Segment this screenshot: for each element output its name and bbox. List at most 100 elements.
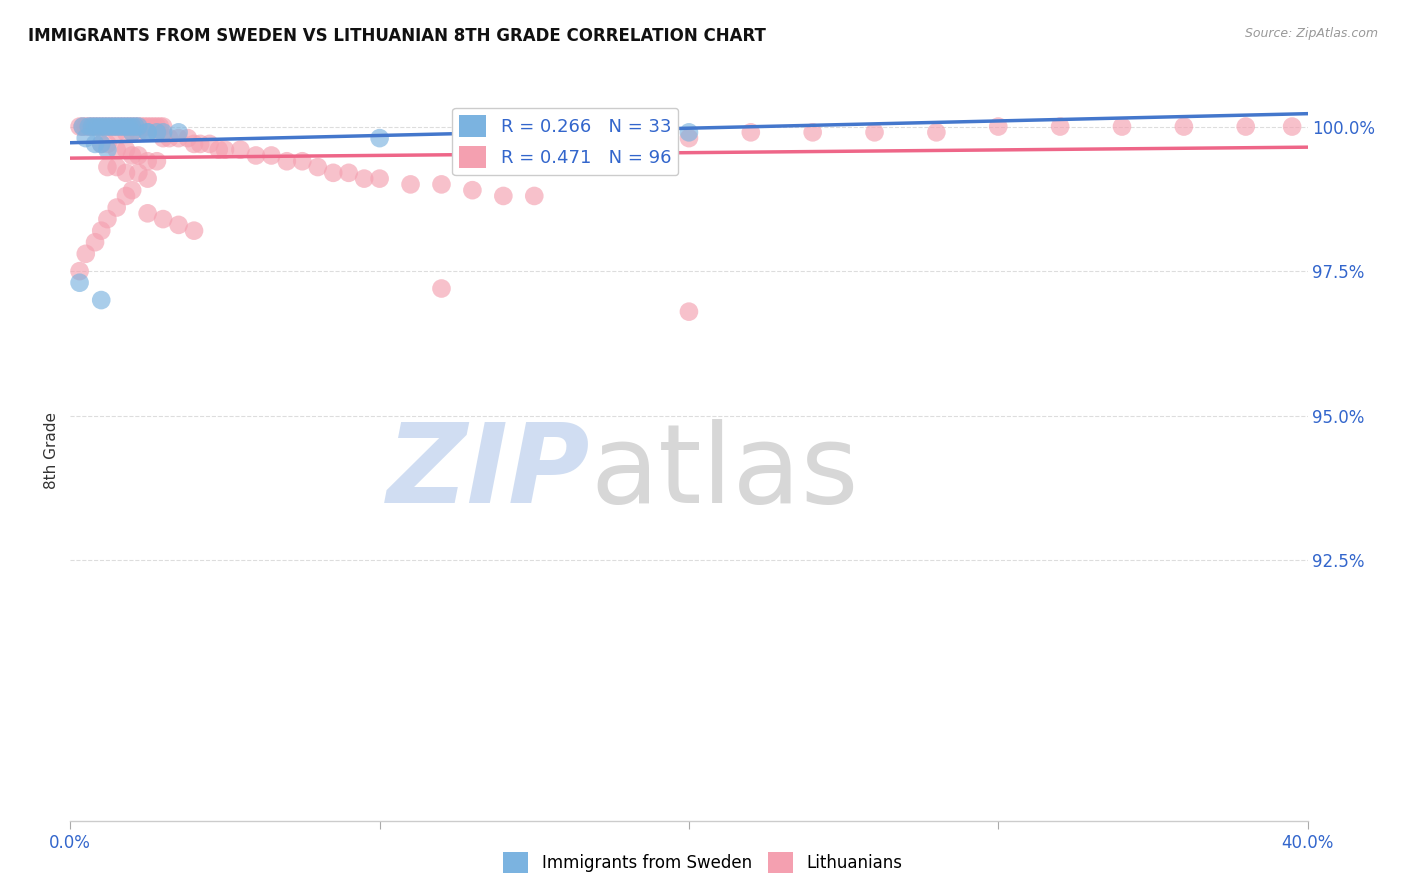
Point xyxy=(167,125,190,139)
Point xyxy=(72,120,94,134)
Point xyxy=(127,120,149,134)
Point xyxy=(167,131,190,145)
Point xyxy=(96,136,118,151)
Point xyxy=(322,166,344,180)
Point xyxy=(72,120,94,134)
Point xyxy=(90,224,112,238)
Point xyxy=(1111,120,1133,134)
Point xyxy=(177,131,200,145)
Point xyxy=(121,125,143,139)
Point xyxy=(90,136,112,151)
Point xyxy=(121,148,143,162)
Point xyxy=(214,143,236,157)
Text: Source: ZipAtlas.com: Source: ZipAtlas.com xyxy=(1244,27,1378,40)
Point xyxy=(84,120,107,134)
Point xyxy=(152,120,174,134)
Point xyxy=(554,136,576,151)
Point xyxy=(90,120,112,134)
Point xyxy=(124,120,146,134)
Point xyxy=(124,120,146,134)
Point xyxy=(118,120,141,134)
Point xyxy=(118,120,141,134)
Point xyxy=(307,160,329,174)
Point xyxy=(103,120,125,134)
Point xyxy=(90,293,112,307)
Point xyxy=(136,206,159,220)
Point xyxy=(523,189,546,203)
Point xyxy=(127,125,149,139)
Point xyxy=(337,166,360,180)
Point xyxy=(1234,120,1257,134)
Point xyxy=(84,120,107,134)
Point xyxy=(492,189,515,203)
Point xyxy=(100,120,122,134)
Point xyxy=(96,120,118,134)
Point xyxy=(678,304,700,318)
Point xyxy=(96,120,118,134)
Point xyxy=(108,120,131,134)
Point xyxy=(260,148,283,162)
Point xyxy=(152,131,174,145)
Point xyxy=(75,120,97,134)
Point xyxy=(93,120,115,134)
Point xyxy=(925,125,948,139)
Point xyxy=(167,218,190,232)
Point xyxy=(430,281,453,295)
Point xyxy=(1049,120,1071,134)
Point xyxy=(121,183,143,197)
Point xyxy=(523,136,546,151)
Point xyxy=(105,160,128,174)
Point xyxy=(399,178,422,192)
Point xyxy=(368,131,391,145)
Point xyxy=(87,120,110,134)
Legend: Immigrants from Sweden, Lithuanians: Immigrants from Sweden, Lithuanians xyxy=(496,846,910,880)
Point xyxy=(77,120,100,134)
Point xyxy=(146,120,169,134)
Point xyxy=(183,224,205,238)
Point xyxy=(105,120,128,134)
Point xyxy=(136,125,159,139)
Point xyxy=(198,136,221,151)
Point xyxy=(80,120,103,134)
Point xyxy=(100,120,122,134)
Text: IMMIGRANTS FROM SWEDEN VS LITHUANIAN 8TH GRADE CORRELATION CHART: IMMIGRANTS FROM SWEDEN VS LITHUANIAN 8TH… xyxy=(28,27,766,45)
Point xyxy=(84,235,107,250)
Legend: R = 0.266   N = 33, R = 0.471   N = 96: R = 0.266 N = 33, R = 0.471 N = 96 xyxy=(451,108,679,176)
Point xyxy=(115,125,138,139)
Point xyxy=(96,212,118,227)
Point xyxy=(1173,120,1195,134)
Point xyxy=(157,131,180,145)
Point xyxy=(121,120,143,134)
Point xyxy=(353,171,375,186)
Point xyxy=(69,120,91,134)
Point xyxy=(103,120,125,134)
Point xyxy=(136,171,159,186)
Point xyxy=(136,154,159,169)
Point xyxy=(111,120,134,134)
Point xyxy=(115,189,138,203)
Point xyxy=(276,154,298,169)
Point xyxy=(127,148,149,162)
Point xyxy=(134,120,156,134)
Point xyxy=(183,136,205,151)
Point xyxy=(105,143,128,157)
Point xyxy=(115,120,138,134)
Point xyxy=(208,143,231,157)
Point xyxy=(461,183,484,197)
Point xyxy=(115,143,138,157)
Point xyxy=(139,120,162,134)
Point xyxy=(1281,120,1303,134)
Point xyxy=(678,125,700,139)
Point xyxy=(90,136,112,151)
Point xyxy=(127,120,149,134)
Point xyxy=(740,125,762,139)
Text: atlas: atlas xyxy=(591,419,859,526)
Point xyxy=(121,120,143,134)
Point xyxy=(245,148,267,162)
Point xyxy=(75,247,97,261)
Point xyxy=(188,136,211,151)
Point xyxy=(146,154,169,169)
Point xyxy=(616,131,638,145)
Point xyxy=(105,201,128,215)
Point xyxy=(69,276,91,290)
